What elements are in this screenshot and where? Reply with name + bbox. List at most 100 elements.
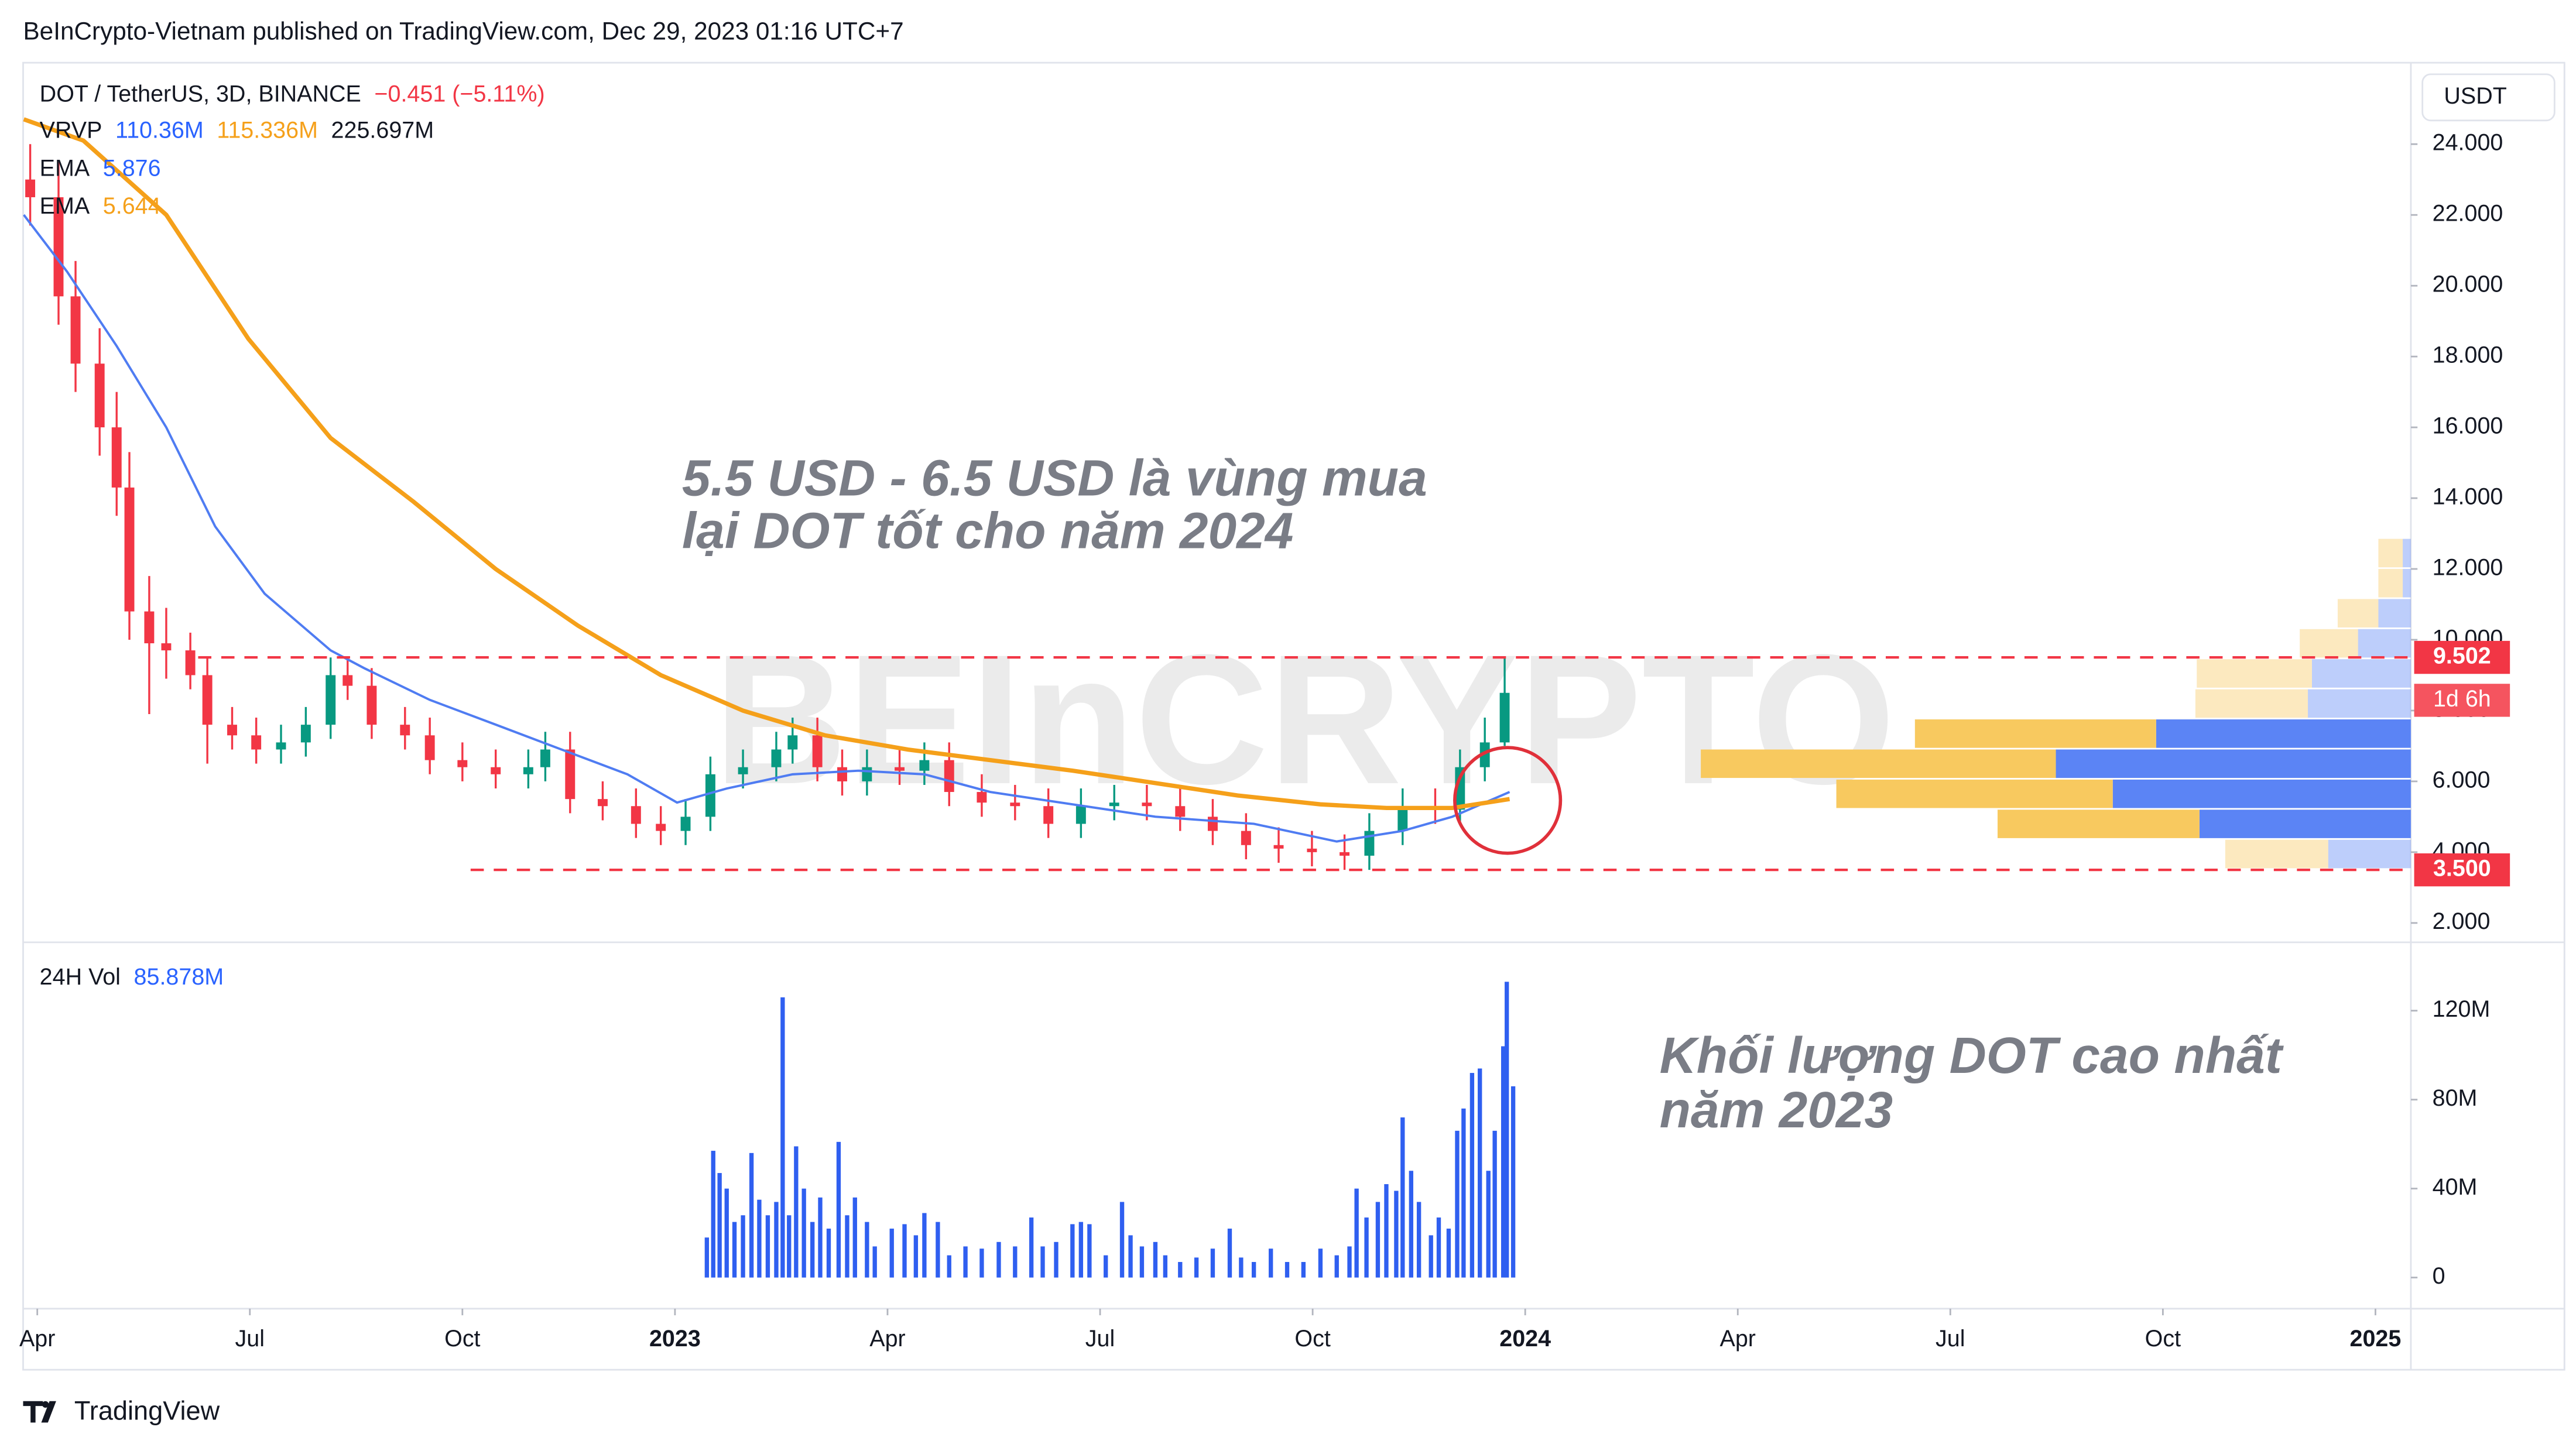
profile-down <box>2225 839 2328 869</box>
candle-body <box>1307 848 1317 852</box>
price-label: 9.502 <box>2433 643 2491 669</box>
candle-body <box>1109 802 1119 807</box>
highlight-circle <box>1453 746 1563 855</box>
volume-bar <box>1429 1235 1433 1278</box>
volume-bar <box>1486 1171 1491 1278</box>
candle-body <box>400 725 410 736</box>
volume-bar <box>1347 1246 1352 1278</box>
x-tick-label: Jul <box>1936 1326 1965 1352</box>
volume-bar <box>826 1229 831 1278</box>
candle-body <box>457 760 468 767</box>
candle-body <box>144 611 155 644</box>
candle-body <box>94 363 105 428</box>
currency-button[interactable] <box>2421 73 2556 122</box>
volume-bar <box>1436 1217 1441 1278</box>
volume-bar <box>1375 1202 1381 1278</box>
candle-body <box>787 735 798 750</box>
profile-down <box>1701 749 2056 778</box>
axes: 24.000 22.000 20.000 18.000 16.000 14.000 12.0… <box>19 130 2510 1352</box>
symbol: DOT / TetherUS, 3D, BINANCE <box>40 81 361 107</box>
price-label-box <box>2414 640 2510 674</box>
candle-body <box>1010 802 1020 807</box>
volume-bar <box>801 1188 806 1278</box>
volume-bar <box>1400 1117 1405 1278</box>
volume-bar <box>1334 1255 1339 1278</box>
candle-body <box>919 760 930 771</box>
price-label-box <box>2414 853 2510 887</box>
x-tick-label: Oct <box>1294 1326 1330 1352</box>
volume-bar <box>1029 1217 1034 1278</box>
ema-line <box>23 214 1510 843</box>
x-tick-label: 2025 <box>2350 1326 2402 1352</box>
volume-bar <box>1054 1241 1059 1278</box>
ema-value: 5.876 <box>103 156 161 181</box>
candle-body <box>424 735 435 760</box>
volume-bar <box>1194 1257 1199 1278</box>
candle-body <box>812 735 823 767</box>
candle-body <box>540 749 550 767</box>
candle-body <box>70 296 81 364</box>
candle-body <box>342 675 353 686</box>
profile-up <box>2328 839 2411 869</box>
volume-bar <box>1478 1068 1482 1278</box>
legend: 24H Vol 85.878M <box>40 964 224 990</box>
logo-icon <box>23 1401 56 1423</box>
annotation: lại DOT tốt cho năm 2024 <box>682 502 1293 560</box>
volume-bar <box>818 1197 823 1278</box>
volume-bar <box>704 1237 710 1278</box>
vrvp-up: 110.36M <box>115 118 204 143</box>
x-tick-label: 2023 <box>649 1326 701 1352</box>
profile-down <box>1998 810 2200 838</box>
candle-body <box>161 643 172 651</box>
candle-body <box>1455 767 1465 810</box>
profile-up <box>2311 659 2411 688</box>
profile-up <box>2156 719 2411 748</box>
y-tick-label: 14.000 <box>2433 483 2503 509</box>
profile-down <box>2197 659 2312 688</box>
volume-bar <box>1416 1202 1421 1278</box>
profile-down <box>1914 719 2156 748</box>
y-tick-label: 24.000 <box>2433 130 2503 156</box>
volume-bar <box>1139 1246 1145 1278</box>
y-tick-label: 0 <box>2433 1263 2445 1289</box>
y-tick-label: 18.000 <box>2433 342 2503 368</box>
volume-bar <box>1284 1262 1290 1278</box>
volume-bar <box>1178 1262 1183 1278</box>
currency[interactable]: USDT <box>2444 83 2506 109</box>
volume-bar <box>1354 1188 1359 1278</box>
candle-body <box>680 817 691 831</box>
candle-body <box>771 749 782 767</box>
x-tick-label: Jul <box>235 1326 265 1352</box>
ema-label: EMA <box>40 194 90 219</box>
volume-bar <box>1446 1229 1451 1278</box>
volume-bar <box>794 1146 799 1278</box>
profile-down <box>2378 569 2403 598</box>
volume-bar <box>979 1249 984 1278</box>
volume-bar <box>1070 1224 1075 1278</box>
volume-bar <box>922 1213 927 1278</box>
candle-body <box>862 767 872 781</box>
watermark: BEInCRYPTO <box>714 616 1895 822</box>
volume-bar <box>741 1215 745 1278</box>
volume-bar <box>913 1235 919 1278</box>
candle-body <box>1043 806 1054 824</box>
x-tick-label: 2024 <box>1499 1326 1551 1352</box>
profile-up <box>2199 810 2411 838</box>
countdown: 1d 6h <box>2433 686 2491 712</box>
candle-body <box>1175 806 1186 817</box>
volume-bar <box>1492 1130 1497 1278</box>
y-tick-label: 120M <box>2433 996 2491 1022</box>
volume-bar <box>774 1202 779 1278</box>
volume-bar <box>1394 1191 1399 1278</box>
volume-bar <box>1153 1241 1158 1278</box>
volume-bar <box>1104 1255 1108 1278</box>
volume-bar <box>1501 1046 1506 1278</box>
candle-body <box>366 685 377 725</box>
volume-bar <box>872 1246 877 1278</box>
change: −0.451 (−5.11%) <box>374 81 544 107</box>
annotation: Khối lượng DOT cao nhất <box>1660 1027 2284 1084</box>
candle-body <box>1340 852 1350 856</box>
candle-body <box>53 197 64 297</box>
volume-bar <box>711 1151 715 1278</box>
y-tick-label: 20.000 <box>2433 272 2503 297</box>
